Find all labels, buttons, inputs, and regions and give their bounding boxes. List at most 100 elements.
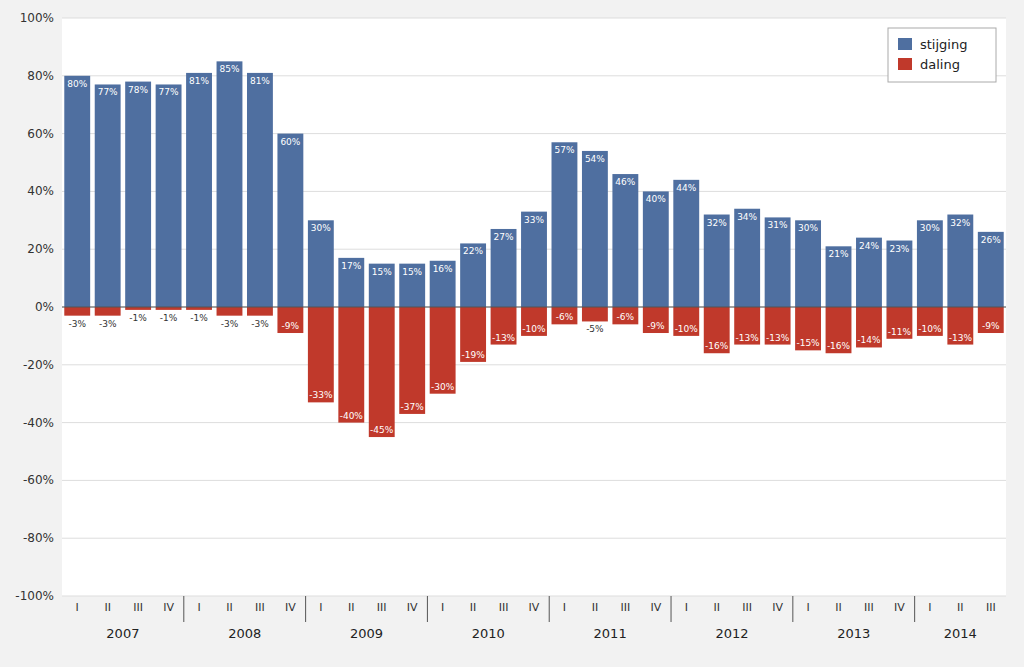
group-separator <box>792 596 793 622</box>
bar <box>369 307 395 437</box>
data-label: 34% <box>737 212 757 222</box>
group-label: 2011 <box>594 626 627 641</box>
group-separator <box>671 596 672 622</box>
group-separator <box>549 596 550 622</box>
bar <box>947 307 973 345</box>
x-tick-label: III <box>133 601 143 614</box>
bar <box>308 220 334 307</box>
data-label: -16% <box>705 341 729 351</box>
bar <box>552 142 578 307</box>
bar <box>64 76 90 307</box>
bar <box>765 217 791 307</box>
group-label: 2012 <box>715 626 748 641</box>
bar <box>765 307 791 345</box>
data-label: 32% <box>707 218 727 228</box>
data-label: -13% <box>949 333 973 343</box>
data-label: 81% <box>250 76 270 86</box>
data-label: 16% <box>433 264 453 274</box>
x-tick-label: I <box>441 601 444 614</box>
bar <box>217 61 243 307</box>
zero-line <box>62 307 1006 308</box>
data-label: 24% <box>859 241 879 251</box>
bar <box>521 307 547 336</box>
bar <box>886 307 912 339</box>
legend-swatch <box>898 58 912 70</box>
data-label: -3% <box>99 319 117 329</box>
data-label: -30% <box>431 382 455 392</box>
data-label: 78% <box>128 85 148 95</box>
data-label: -10% <box>918 324 942 334</box>
data-label: 33% <box>524 215 544 225</box>
x-tick-label: III <box>255 601 265 614</box>
x-tick-label: IV <box>163 601 174 614</box>
data-label: -9% <box>982 321 1000 331</box>
group-label: 2007 <box>106 626 139 641</box>
grid-line <box>62 307 1006 308</box>
bar <box>95 307 121 316</box>
bar <box>369 264 395 307</box>
x-tick-label: I <box>319 601 322 614</box>
y-tick-label: -40% <box>23 416 54 430</box>
bar <box>582 307 608 321</box>
chart: -100%-80%-60%-40%-20%0%20%40%60%80%100%8… <box>0 0 1024 667</box>
data-label: -40% <box>340 411 364 421</box>
data-label: 31% <box>768 220 788 230</box>
data-label: -3% <box>68 319 86 329</box>
data-label: 54% <box>585 154 605 164</box>
data-label: 15% <box>372 267 392 277</box>
bar <box>521 212 547 307</box>
x-tick-label: II <box>348 601 355 614</box>
legend-box <box>888 28 996 82</box>
bar <box>552 307 578 324</box>
x-tick-label: I <box>197 601 200 614</box>
bar <box>978 307 1004 333</box>
data-label: -9% <box>282 321 300 331</box>
bar <box>978 232 1004 307</box>
bar <box>491 307 517 345</box>
data-label: -45% <box>370 425 394 435</box>
bar <box>399 264 425 307</box>
bar <box>673 307 699 336</box>
data-label: -11% <box>888 327 912 337</box>
bars <box>64 61 1003 437</box>
bar <box>277 307 303 333</box>
bar <box>947 215 973 307</box>
data-label: 77% <box>159 87 179 97</box>
bar <box>186 73 212 307</box>
data-label: 17% <box>341 261 361 271</box>
data-label: 30% <box>920 223 940 233</box>
data-label: 15% <box>402 267 422 277</box>
data-label: -10% <box>675 324 699 334</box>
plot-area <box>62 18 1006 596</box>
group-label: 2009 <box>350 626 383 641</box>
x-tick-label: I <box>563 601 566 614</box>
x-tick-label: II <box>592 601 599 614</box>
bar <box>917 220 943 307</box>
data-label: -5% <box>586 324 604 334</box>
data-label: 85% <box>219 64 239 74</box>
x-tick-label: IV <box>285 601 296 614</box>
data-label: -10% <box>522 324 546 334</box>
bar <box>430 307 456 394</box>
group-separator <box>427 596 428 622</box>
data-label: 23% <box>889 244 909 254</box>
data-label: -6% <box>617 312 635 322</box>
x-tick-label: I <box>685 601 688 614</box>
x-tick-label: II <box>470 601 477 614</box>
data-label: -16% <box>827 341 851 351</box>
bar <box>643 191 669 307</box>
x-tick-label: IV <box>894 601 905 614</box>
data-label: -13% <box>492 333 516 343</box>
x-tick-label: IV <box>529 601 540 614</box>
group-label: 2014 <box>944 626 977 641</box>
y-tick-label: -100% <box>15 589 54 603</box>
x-tick-label: II <box>957 601 964 614</box>
data-label: 81% <box>189 76 209 86</box>
bar <box>856 307 882 347</box>
grid-line <box>62 596 1006 597</box>
data-label: 57% <box>554 145 574 155</box>
legend-label: stijging <box>920 37 967 52</box>
bar <box>95 84 121 307</box>
bar <box>460 307 486 362</box>
bar <box>612 174 638 307</box>
